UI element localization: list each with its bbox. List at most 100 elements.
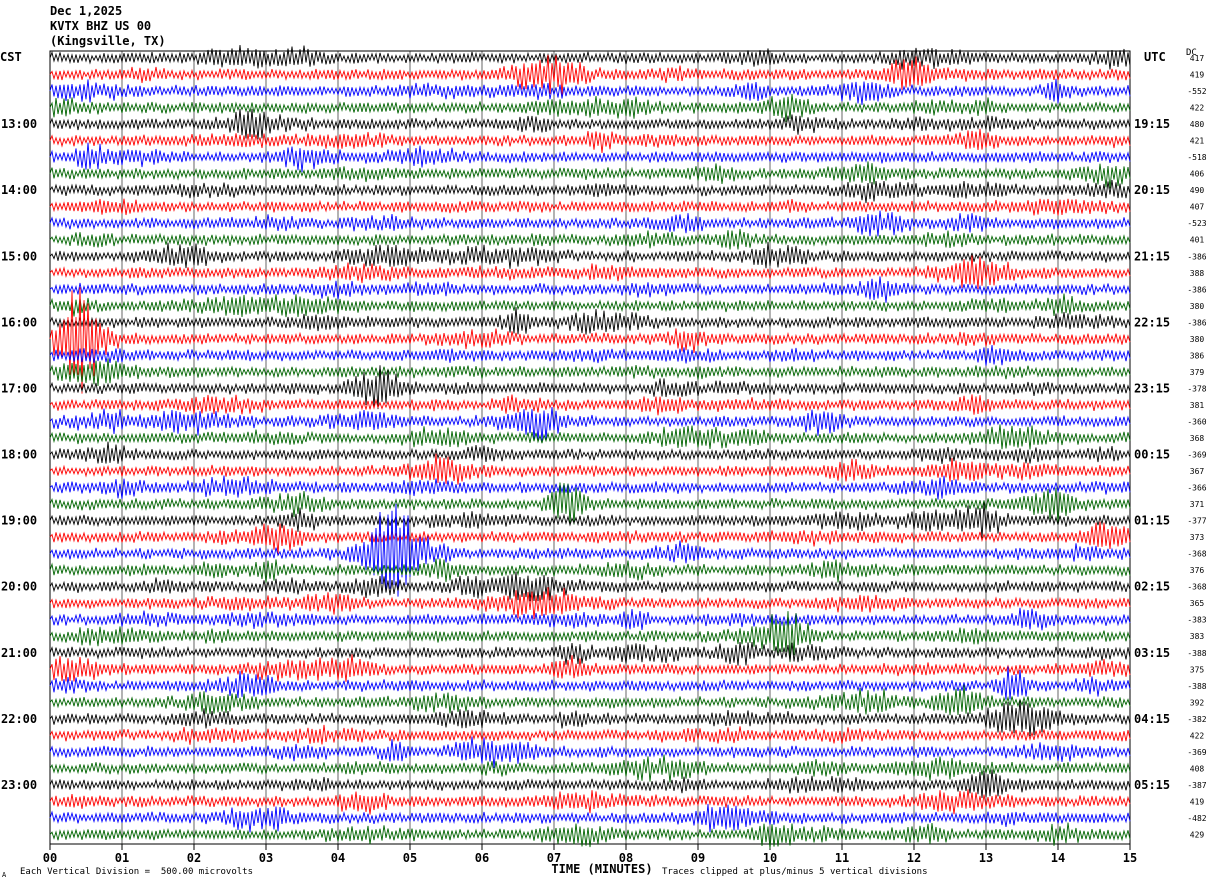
dc-offset-header: DC (1186, 48, 1197, 58)
seismic-trace (49, 654, 1131, 682)
right-hour-label: 00:15 (1134, 448, 1170, 462)
clip-note: Traces clipped at plus/minus 5 vertical … (662, 867, 928, 877)
seismic-trace (49, 754, 1131, 783)
dc-offset-label: 408 (1190, 764, 1205, 773)
corner-mark: A (2, 871, 7, 879)
axis-labels: 00 01 02 03 04 05 06 07 08 09 10 11 12 13 14 15 417 419 -5… (1, 54, 1207, 865)
dc-offset-label: -383 (1187, 616, 1206, 625)
seismic-trace (49, 161, 1131, 189)
right-hour-label: 05:15 (1134, 778, 1170, 792)
right-hour-label: 21:15 (1134, 249, 1170, 263)
seismic-trace (49, 453, 1131, 485)
seismic-trace (49, 344, 1131, 366)
dc-offset-label: 419 (1190, 797, 1205, 806)
seismic-trace (49, 475, 1131, 500)
seismic-trace (49, 521, 1131, 555)
seismic-trace (49, 684, 1131, 716)
left-hour-label: 15:00 (1, 249, 37, 263)
x-tick-label: 07 (547, 851, 561, 865)
dc-offset-label: -482 (1187, 814, 1206, 823)
x-tick-label: 02 (187, 851, 201, 865)
dc-offset-label: 373 (1190, 533, 1205, 542)
right-hour-label: 19:15 (1134, 117, 1170, 131)
dc-offset-label: -386 (1187, 285, 1206, 294)
dc-offset-label: -387 (1187, 781, 1206, 790)
dc-offset-label: 480 (1190, 120, 1205, 129)
right-hour-label: 20:15 (1134, 183, 1170, 197)
x-tick-label: 04 (331, 851, 345, 865)
dc-offset-label: -386 (1187, 318, 1206, 327)
dc-offset-label: 392 (1190, 698, 1205, 707)
right-hour-label: 22:15 (1134, 315, 1170, 329)
dc-offset-label: 383 (1190, 632, 1205, 641)
seismic-trace (49, 441, 1131, 464)
seismic-trace (49, 287, 1131, 394)
x-tick-label: 14 (1051, 851, 1065, 865)
x-tick-label: 15 (1123, 851, 1137, 865)
dc-offset-label: -378 (1187, 384, 1206, 393)
left-hour-label: 20:00 (1, 580, 37, 594)
dc-offset-label: 365 (1190, 599, 1205, 608)
seismic-trace (49, 210, 1131, 237)
seismic-trace (49, 641, 1131, 666)
dc-offset-label: 386 (1190, 351, 1205, 360)
seismic-trace (49, 503, 1131, 597)
seismic-trace (49, 571, 1131, 602)
seismic-trace (49, 407, 1131, 442)
right-hour-label: 02:15 (1134, 580, 1170, 594)
seismic-traces (49, 44, 1131, 849)
dc-offset-label: -388 (1187, 682, 1206, 691)
dc-offset-label: -386 (1187, 252, 1206, 261)
seismic-trace (49, 198, 1131, 216)
dc-offset-label: -369 (1187, 748, 1206, 757)
dc-offset-label: 419 (1190, 71, 1205, 80)
dc-offset-label: 490 (1190, 186, 1205, 195)
seismic-trace (49, 724, 1131, 745)
seismic-trace (49, 611, 1131, 663)
right-hour-label: 23:15 (1134, 381, 1170, 395)
dc-offset-label: 376 (1190, 566, 1205, 575)
seismic-trace (49, 769, 1131, 799)
seismic-trace (49, 179, 1131, 204)
x-tick-label: 09 (691, 851, 705, 865)
dc-offset-label: -377 (1187, 517, 1206, 526)
seismic-trace (49, 241, 1131, 269)
x-tick-label: 05 (403, 851, 417, 865)
seismic-trace (49, 142, 1131, 173)
seismic-trace (49, 394, 1131, 416)
dc-offset-label: -369 (1187, 451, 1206, 460)
seismic-trace (49, 78, 1131, 105)
seismic-trace (49, 736, 1131, 769)
dc-offset-label: -366 (1187, 484, 1206, 493)
dc-offset-label: -368 (1187, 550, 1206, 559)
seismic-trace (49, 358, 1131, 387)
dc-offset-label: -368 (1187, 583, 1206, 592)
seismic-trace (49, 587, 1131, 620)
dc-offset-label: -388 (1187, 649, 1206, 658)
seismic-trace (49, 424, 1131, 450)
dc-offset-label: -382 (1187, 715, 1206, 724)
dc-offset-label: 406 (1190, 170, 1205, 179)
x-tick-label: 13 (979, 851, 993, 865)
dc-offset-label: 422 (1190, 731, 1205, 740)
dc-offset-label: -552 (1187, 87, 1206, 96)
seismic-trace (49, 93, 1131, 122)
dc-offset-label: 388 (1190, 269, 1205, 278)
seismic-trace (49, 558, 1131, 583)
seismic-trace (49, 482, 1131, 525)
x-tick-label: 01 (115, 851, 129, 865)
left-hour-label: 23:00 (1, 778, 37, 792)
left-hour-label: 19:00 (1, 514, 37, 528)
dc-offset-label: 371 (1190, 500, 1205, 509)
left-hour-label: 17:00 (1, 381, 37, 395)
right-hour-label: 01:15 (1134, 514, 1170, 528)
x-tick-label: 10 (763, 851, 777, 865)
seismic-trace (49, 607, 1131, 631)
x-tick-label: 11 (835, 851, 849, 865)
left-timezone-label: CST (0, 50, 22, 64)
seismic-trace (49, 666, 1131, 700)
seismic-trace (49, 803, 1131, 833)
x-tick-label: 06 (475, 851, 489, 865)
left-hour-label: 16:00 (1, 315, 37, 329)
